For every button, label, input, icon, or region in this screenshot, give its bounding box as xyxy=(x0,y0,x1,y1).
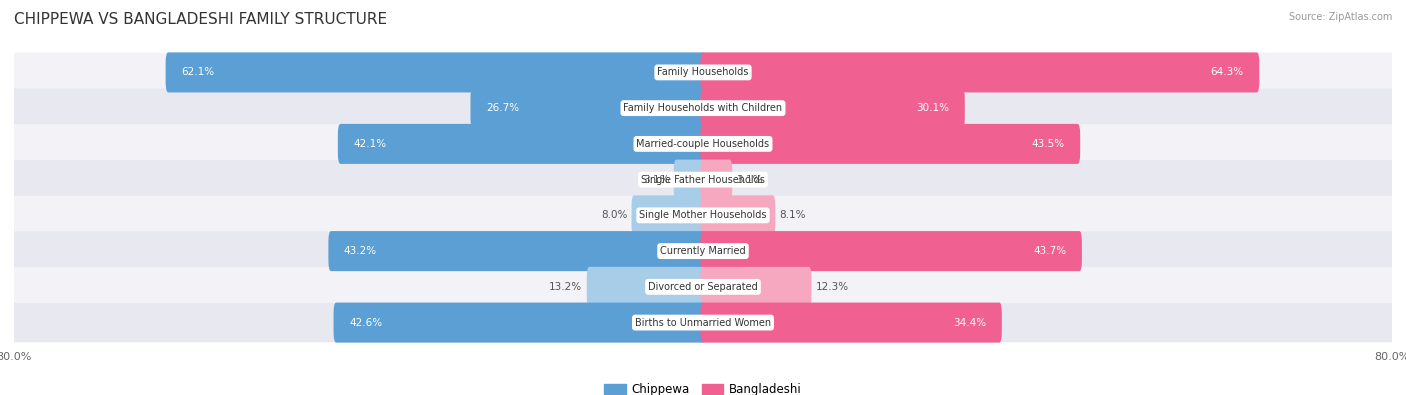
Text: Family Households with Children: Family Households with Children xyxy=(623,103,783,113)
Legend: Chippewa, Bangladeshi: Chippewa, Bangladeshi xyxy=(605,383,801,395)
Text: 34.4%: 34.4% xyxy=(953,318,987,327)
FancyBboxPatch shape xyxy=(333,303,706,342)
FancyBboxPatch shape xyxy=(6,160,1400,199)
FancyBboxPatch shape xyxy=(166,53,706,92)
FancyBboxPatch shape xyxy=(6,231,1400,271)
FancyBboxPatch shape xyxy=(631,196,706,235)
FancyBboxPatch shape xyxy=(329,231,706,271)
Text: Single Father Households: Single Father Households xyxy=(641,175,765,184)
Text: 42.6%: 42.6% xyxy=(349,318,382,327)
FancyBboxPatch shape xyxy=(6,303,1400,342)
FancyBboxPatch shape xyxy=(6,88,1400,128)
Text: 8.0%: 8.0% xyxy=(600,211,627,220)
FancyBboxPatch shape xyxy=(700,267,811,307)
Text: Family Households: Family Households xyxy=(658,68,748,77)
Text: 64.3%: 64.3% xyxy=(1211,68,1244,77)
Text: Single Mother Households: Single Mother Households xyxy=(640,211,766,220)
Text: 3.1%: 3.1% xyxy=(737,175,763,184)
Text: 43.7%: 43.7% xyxy=(1033,246,1066,256)
FancyBboxPatch shape xyxy=(700,124,1080,164)
Text: 3.1%: 3.1% xyxy=(643,175,669,184)
Text: 43.2%: 43.2% xyxy=(344,246,377,256)
FancyBboxPatch shape xyxy=(700,196,775,235)
Text: 12.3%: 12.3% xyxy=(815,282,849,292)
FancyBboxPatch shape xyxy=(700,160,733,199)
FancyBboxPatch shape xyxy=(6,267,1400,307)
FancyBboxPatch shape xyxy=(673,160,706,199)
FancyBboxPatch shape xyxy=(700,88,965,128)
FancyBboxPatch shape xyxy=(700,303,1002,342)
Text: Source: ZipAtlas.com: Source: ZipAtlas.com xyxy=(1288,12,1392,22)
Text: Divorced or Separated: Divorced or Separated xyxy=(648,282,758,292)
Text: Married-couple Households: Married-couple Households xyxy=(637,139,769,149)
FancyBboxPatch shape xyxy=(6,53,1400,92)
Text: 42.1%: 42.1% xyxy=(353,139,387,149)
Text: 13.2%: 13.2% xyxy=(550,282,582,292)
FancyBboxPatch shape xyxy=(471,88,706,128)
Text: 26.7%: 26.7% xyxy=(486,103,519,113)
Text: 8.1%: 8.1% xyxy=(780,211,806,220)
Text: Currently Married: Currently Married xyxy=(661,246,745,256)
FancyBboxPatch shape xyxy=(700,53,1260,92)
FancyBboxPatch shape xyxy=(337,124,706,164)
Text: 62.1%: 62.1% xyxy=(181,68,214,77)
FancyBboxPatch shape xyxy=(6,196,1400,235)
Text: Births to Unmarried Women: Births to Unmarried Women xyxy=(636,318,770,327)
Text: 30.1%: 30.1% xyxy=(917,103,949,113)
Text: 43.5%: 43.5% xyxy=(1032,139,1064,149)
FancyBboxPatch shape xyxy=(6,124,1400,164)
FancyBboxPatch shape xyxy=(700,231,1083,271)
FancyBboxPatch shape xyxy=(586,267,706,307)
Text: CHIPPEWA VS BANGLADESHI FAMILY STRUCTURE: CHIPPEWA VS BANGLADESHI FAMILY STRUCTURE xyxy=(14,12,387,27)
